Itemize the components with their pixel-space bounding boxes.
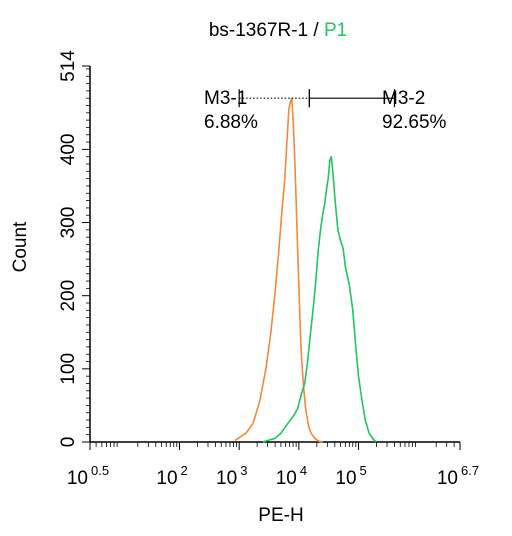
y-tick-label-4: 400	[58, 134, 79, 166]
y-tick-label-0: 0	[58, 437, 79, 448]
x-tick-label-2: 10	[216, 468, 237, 489]
y-tick-label-1: 100	[58, 353, 79, 385]
gate-percent-0: 6.88%	[204, 112, 258, 133]
chart-title: bs-1367R-1 / P1	[209, 20, 347, 41]
y-tick-label-2: 200	[58, 280, 79, 312]
x-tick-exponent-1: 2	[181, 463, 188, 478]
series-line-p1	[262, 155, 378, 443]
x-tick-exponent-0: 0.5	[91, 463, 109, 478]
gate-name-0: M3-1	[204, 88, 247, 109]
y-tick-label-3: 300	[58, 207, 79, 239]
gate-name-1: M3-2	[382, 88, 425, 109]
x-tick-label-0: 10	[67, 468, 88, 489]
x-tick-exponent-2: 3	[240, 463, 247, 478]
x-tick-label-1: 10	[156, 468, 177, 489]
gate-percent-1: 92.65%	[382, 112, 447, 133]
y-axis-label: Count	[10, 221, 31, 272]
series-line-control	[234, 97, 323, 443]
plot-area	[234, 97, 378, 443]
x-tick-label-3: 10	[276, 468, 297, 489]
x-tick-exponent-3: 4	[300, 463, 307, 478]
chart-title-main: bs-1367R-1 /	[209, 20, 324, 41]
chart-title-highlight: P1	[324, 20, 347, 41]
x-tick-label-4: 10	[335, 468, 356, 489]
x-tick-exponent-4: 5	[360, 463, 367, 478]
gates: M3-1 6.88% M3-2 92.65%	[204, 88, 447, 133]
x-axis-label: PE-H	[258, 505, 303, 526]
y-tick-label-5: 514	[58, 50, 79, 82]
x-tick-label-5: 10	[437, 468, 458, 489]
x-tick-exponent-5: 6.7	[461, 463, 479, 478]
